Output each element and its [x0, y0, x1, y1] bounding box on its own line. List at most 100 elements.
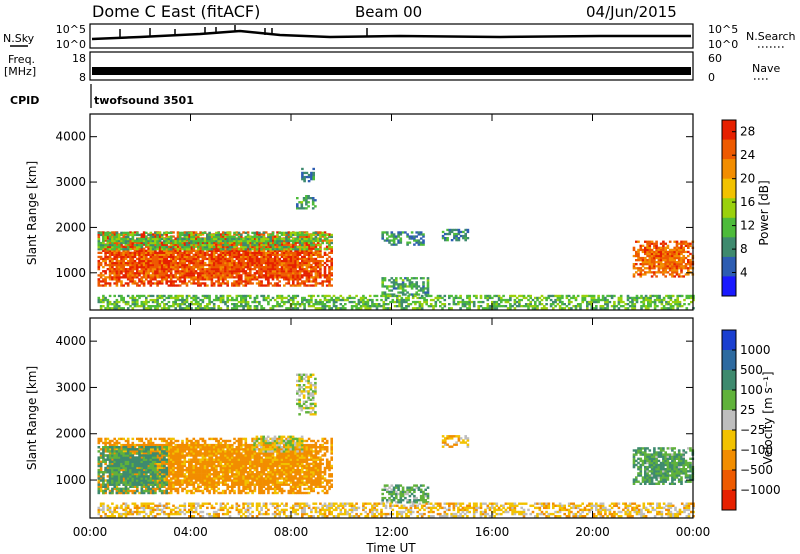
heatmap-cell	[413, 293, 416, 296]
heatmap-cell	[126, 437, 130, 441]
heatmap-cell	[646, 259, 649, 262]
heatmap-cell	[355, 303, 358, 306]
heatmap-cell	[249, 266, 252, 269]
heatmap-cell	[203, 296, 207, 300]
heatmap-cell	[122, 239, 125, 243]
heatmap-cell	[233, 251, 236, 254]
heatmap-cell	[422, 233, 425, 236]
heatmap-cell	[472, 300, 476, 304]
heatmap-cell	[466, 307, 469, 310]
heatmap-cell	[443, 303, 447, 306]
heatmap-cell	[113, 452, 116, 455]
heatmap-cell	[307, 276, 311, 279]
heatmap-cell	[287, 263, 291, 267]
heatmap-cell	[176, 266, 180, 269]
heatmap-cell	[176, 296, 180, 300]
heatmap-cell	[194, 294, 198, 298]
heatmap-cell	[300, 203, 304, 206]
heatmap-cell	[228, 272, 232, 275]
heatmap-cell	[671, 265, 674, 268]
heatmap-cell	[147, 274, 150, 277]
heatmap-cell	[287, 241, 291, 244]
heatmap-cell	[129, 443, 132, 447]
heatmap-cell	[167, 237, 171, 241]
heatmap-cell	[484, 296, 487, 300]
heatmap-cell	[190, 307, 193, 310]
heatmap-cell	[273, 266, 277, 269]
heatmap-cell	[106, 485, 110, 488]
heatmap-cell	[305, 259, 309, 263]
heatmap-cell	[99, 261, 103, 265]
heatmap-cell	[140, 268, 144, 271]
heatmap-cell	[364, 307, 367, 310]
heatmap-cell	[199, 268, 202, 271]
heatmap-cell	[156, 248, 159, 251]
heatmap-cell	[303, 274, 306, 277]
heatmap-cell	[206, 257, 209, 261]
heatmap-cell	[115, 241, 119, 244]
heatmap-cell	[466, 230, 470, 234]
heatmap-cell	[249, 280, 252, 283]
heatmap-cell	[664, 259, 667, 262]
heatmap-cell	[133, 276, 137, 279]
heatmap-cell	[325, 253, 329, 256]
heatmap-cell	[659, 259, 663, 262]
heatmap-cell	[104, 244, 107, 247]
heatmap-cell	[662, 259, 665, 262]
heatmap-cell	[312, 237, 315, 241]
heatmap-cell	[415, 293, 418, 296]
heatmap-cell	[312, 247, 315, 250]
heatmap-cell	[111, 303, 114, 306]
heatmap-cell	[651, 294, 655, 298]
heatmap-cell	[165, 261, 168, 265]
heatmap-cell	[650, 261, 654, 264]
heatmap-cell	[328, 274, 331, 277]
heatmap-cell	[178, 266, 182, 269]
heatmap-cell	[314, 261, 318, 265]
heatmap-cell	[319, 239, 322, 243]
heatmap-cell	[212, 274, 216, 277]
heatmap-cell	[301, 270, 304, 273]
heatmap-cell	[348, 300, 352, 304]
heatmap-cell	[422, 289, 425, 292]
heatmap-cell	[457, 232, 461, 236]
heatmap-cell	[192, 274, 196, 277]
heatmap-cell	[183, 270, 187, 273]
heatmap-cell	[396, 300, 399, 304]
heatmap-cell	[273, 272, 277, 275]
heatmap-cell	[538, 300, 542, 304]
heatmap-cell	[117, 255, 121, 259]
heatmap-cell	[115, 278, 119, 281]
heatmap-cell	[124, 231, 128, 234]
heatmap-cell	[319, 248, 322, 251]
y-tick-label: 2000	[55, 220, 86, 234]
heatmap-cell	[417, 241, 421, 244]
heatmap-cell	[231, 235, 234, 239]
heatmap-cell	[111, 253, 114, 256]
heatmap-cell	[273, 268, 277, 271]
heatmap-cell	[235, 261, 239, 265]
heatmap-cell	[255, 248, 259, 251]
heatmap-cell	[303, 245, 306, 248]
heatmap-cell	[151, 294, 155, 298]
heatmap-cell	[662, 267, 665, 270]
heatmap-cell	[226, 261, 229, 265]
heatmap-cell	[145, 259, 148, 263]
heatmap-cell	[190, 255, 193, 259]
heatmap-cell	[242, 294, 245, 298]
heatmap-cell	[197, 303, 200, 306]
heatmap-cell	[221, 278, 225, 281]
heatmap-cell	[108, 443, 112, 447]
heatmap-cell	[401, 231, 405, 234]
heatmap-cell	[632, 265, 636, 268]
heatmap-cell	[154, 276, 157, 279]
heatmap-cell	[185, 253, 189, 256]
heatmap-cell	[233, 255, 236, 259]
heatmap-cell	[504, 300, 508, 304]
heatmap-cell	[188, 255, 191, 259]
heatmap-cell	[303, 298, 306, 302]
heatmap-cell	[208, 303, 211, 306]
heatmap-cell	[126, 300, 130, 304]
heatmap-cell	[167, 248, 171, 251]
